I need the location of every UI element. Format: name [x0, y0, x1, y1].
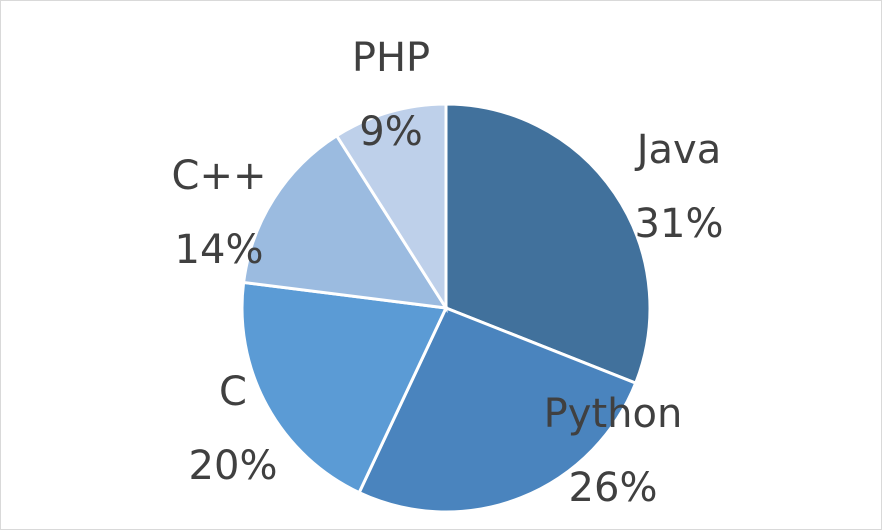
slice-label-cplusplus: C++: [172, 153, 267, 199]
slice-value-php: 9%: [359, 109, 422, 155]
pie-slices: [240, 102, 652, 514]
slice-label-php: PHP: [352, 35, 430, 81]
pie-slice-python: [357, 306, 638, 514]
slice-label-c: C: [219, 369, 247, 415]
slice-value-cplusplus: 14%: [175, 227, 264, 273]
slice-value-python: 26%: [569, 465, 658, 511]
slice-label-java: Java: [634, 127, 722, 173]
pie-slice-php: [334, 102, 448, 314]
pie-slice-cplusplus: [241, 133, 449, 310]
pie-labels: Java 31% Python 26% C 20% C++ 14% PHP 9%: [172, 35, 724, 511]
slice-value-java: 31%: [635, 201, 724, 247]
slice-label-python: Python: [544, 391, 683, 437]
slice-value-c: 20%: [189, 443, 278, 489]
pie-slice-c: [240, 280, 449, 495]
pie-slice-java: [444, 102, 652, 386]
